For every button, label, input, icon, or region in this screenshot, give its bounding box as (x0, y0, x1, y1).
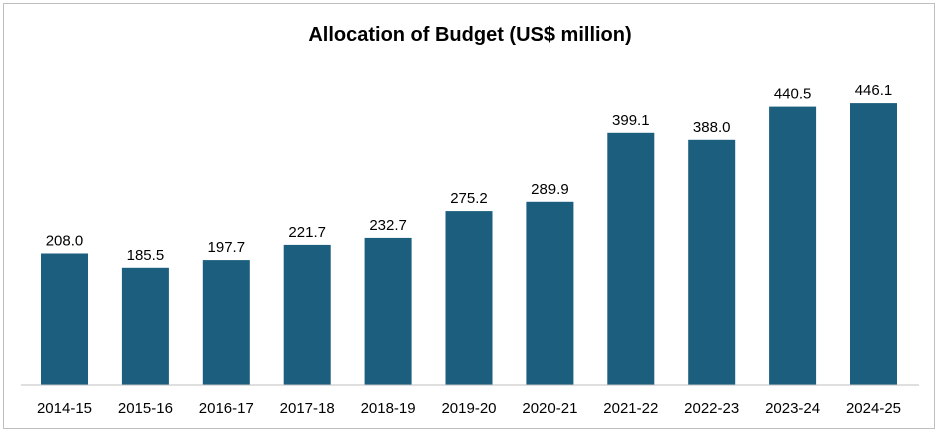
data-label-2019-20: 275.2 (450, 190, 488, 207)
bar-2017-18 (283, 244, 331, 385)
data-label-2014-15: 208.0 (46, 233, 84, 250)
data-label-2024-25: 446.1 (855, 82, 893, 99)
bar-2015-16 (121, 267, 169, 385)
bar-2020-21 (526, 201, 574, 385)
data-label-2021-22: 399.1 (612, 112, 650, 129)
data-label-2018-19: 232.7 (369, 217, 407, 234)
x-tick-2021-22: 2021-22 (603, 400, 658, 417)
bar-2021-22 (607, 132, 655, 385)
data-label-2017-18: 221.7 (288, 224, 326, 241)
bar-2018-19 (364, 237, 412, 385)
bar-2014-15 (41, 253, 88, 385)
bar-2022-23 (688, 139, 736, 385)
x-tick-labels: 2014-15 2015-16 2016-17 2017-18 2018-19 2019-… (37, 400, 901, 417)
x-tick-2023-24: 2023-24 (765, 400, 820, 417)
bar-2023-24 (769, 106, 817, 385)
data-label-2022-23: 388.0 (693, 119, 731, 136)
x-tick-2015-16: 2015-16 (118, 400, 173, 417)
data-labels: 208.0 185.5 197.7 221.7 232.7 275.2 289.9 399.1… (46, 82, 893, 264)
x-tick-2024-25: 2024-25 (846, 400, 901, 417)
data-label-2015-16: 185.5 (127, 247, 165, 264)
x-tick-2017-18: 2017-18 (280, 400, 335, 417)
chart-title: Allocation of Budget (US$ million) (308, 24, 631, 46)
data-label-2016-17: 197.7 (208, 239, 246, 256)
bar-2024-25 (850, 103, 897, 385)
bar-2019-20 (445, 211, 493, 385)
x-tick-2020-21: 2020-21 (522, 400, 577, 417)
data-label-2023-24: 440.5 (774, 86, 812, 103)
bars-group (41, 103, 897, 385)
data-label-2020-21: 289.9 (531, 181, 569, 198)
x-tick-2018-19: 2018-19 (361, 400, 416, 417)
x-tick-2014-15: 2014-15 (37, 400, 92, 417)
bar-2016-17 (202, 260, 250, 385)
x-tick-2022-23: 2022-23 (684, 400, 739, 417)
x-tick-2019-20: 2019-20 (441, 400, 496, 417)
x-tick-2016-17: 2016-17 (199, 400, 254, 417)
